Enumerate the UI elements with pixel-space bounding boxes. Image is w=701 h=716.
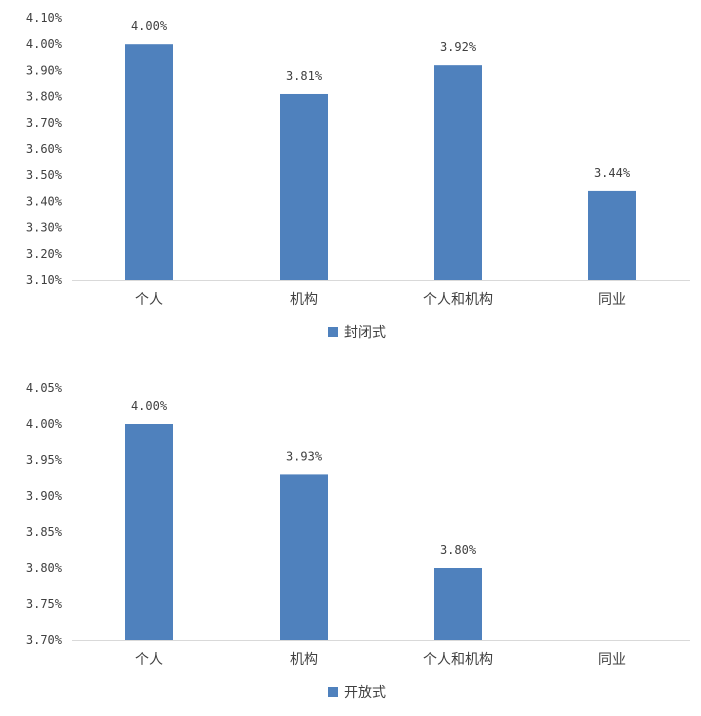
category-label: 机构 <box>290 652 318 668</box>
y-tick-label: 4.00% <box>26 417 63 431</box>
data-label: 3.81% <box>286 69 323 83</box>
y-tick-label: 3.50% <box>26 168 63 182</box>
category-label: 同业 <box>598 292 626 308</box>
bar <box>434 568 482 640</box>
y-tick-label: 3.85% <box>26 525 63 539</box>
y-tick-label: 3.20% <box>26 247 63 261</box>
bar <box>125 424 173 640</box>
y-tick-label: 3.70% <box>26 633 63 647</box>
bar <box>280 474 328 640</box>
bar <box>125 44 173 281</box>
y-tick-label: 4.00% <box>26 37 63 51</box>
y-tick-label: 3.80% <box>26 561 63 575</box>
y-tick-label: 3.90% <box>26 489 63 503</box>
legend-label: 开放式 <box>344 685 386 701</box>
y-tick-label: 4.05% <box>26 381 63 395</box>
data-label: 3.92% <box>440 40 477 54</box>
data-label: 3.44% <box>594 166 631 180</box>
y-tick-label: 3.95% <box>26 453 63 467</box>
legend-swatch <box>328 687 338 697</box>
category-label: 机构 <box>290 292 318 308</box>
y-tick-label: 4.10% <box>26 11 63 25</box>
category-label: 同业 <box>598 652 626 668</box>
y-tick-label: 3.70% <box>26 116 63 130</box>
bar <box>434 65 482 280</box>
legend-swatch <box>328 327 338 337</box>
data-label: 3.93% <box>286 449 323 463</box>
category-label: 个人 <box>135 652 163 668</box>
legend-label: 封闭式 <box>344 325 386 341</box>
chart-open-end: 3.70% 3.75% 3.80% 3.85% 3.90% 3.95% 4.00% 4.05%… <box>26 381 690 701</box>
data-label: 4.00% <box>131 399 168 413</box>
category-label: 个人和机构 <box>423 652 493 668</box>
data-label: 4.00% <box>131 19 168 33</box>
y-tick-label: 3.60% <box>26 142 63 156</box>
bar <box>588 190 636 280</box>
y-tick-label: 3.30% <box>26 221 63 235</box>
y-tick-label: 3.10% <box>26 273 63 287</box>
y-tick-label: 3.80% <box>26 90 63 104</box>
category-label: 个人和机构 <box>423 292 493 308</box>
chart-closed-end: 3.10% 3.20% 3.30% 3.40% 3.50% 3.60% 3.70% 3.80%… <box>26 11 690 341</box>
data-label: 3.80% <box>440 543 477 557</box>
bar <box>280 93 328 280</box>
y-tick-label: 3.90% <box>26 63 63 77</box>
y-tick-label: 3.40% <box>26 194 63 208</box>
category-label: 个人 <box>135 292 163 308</box>
y-tick-label: 3.75% <box>26 597 63 611</box>
